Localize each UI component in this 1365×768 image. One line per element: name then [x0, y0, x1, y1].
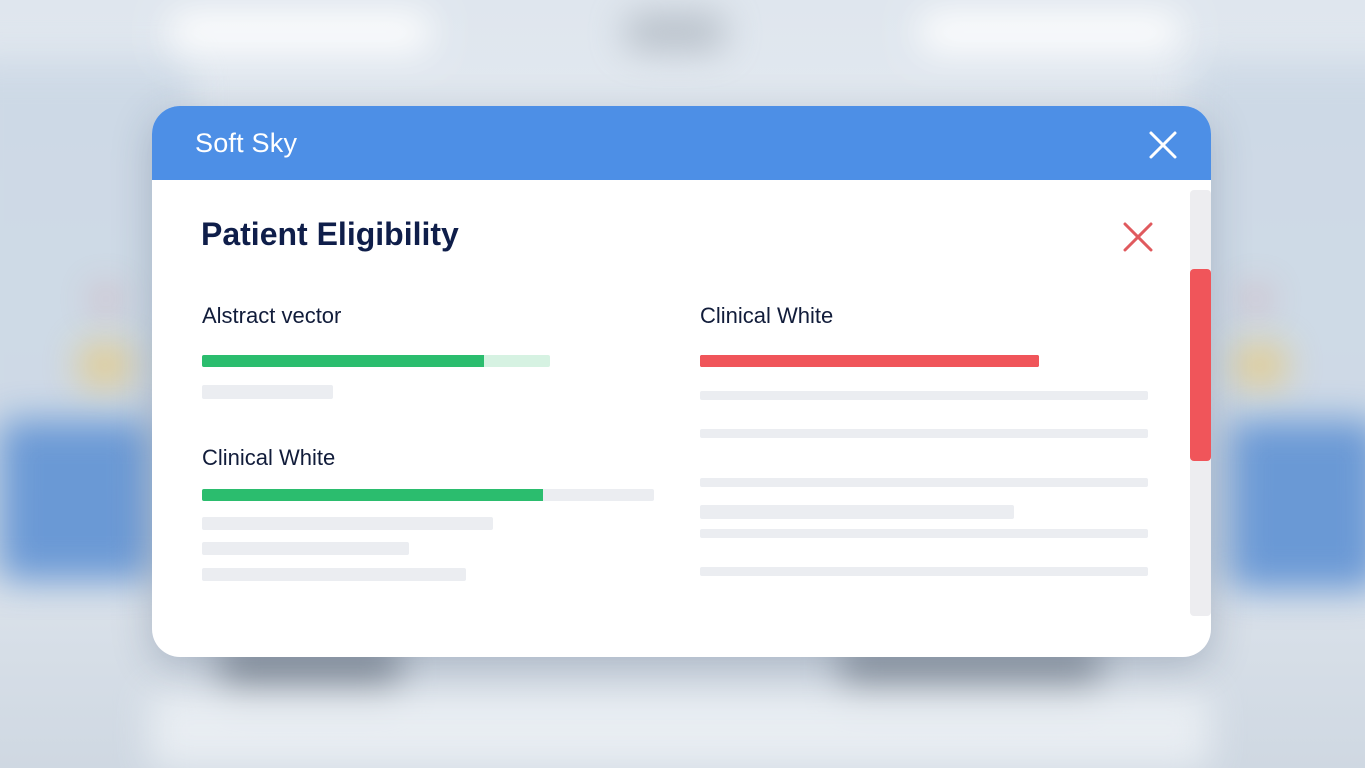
ceiling-light-left	[170, 12, 430, 52]
eligibility-label: Alstract vector	[202, 303, 342, 328]
placeholder-line	[700, 391, 1148, 400]
dialog-title: Soft Sky	[195, 128, 298, 158]
placeholder-line	[202, 542, 409, 555]
placeholder-line	[700, 529, 1148, 538]
background-cabinet-left	[0, 420, 150, 580]
placeholder-line	[700, 505, 1014, 519]
ceiling-vent	[625, 14, 725, 50]
placeholder-line	[700, 478, 1148, 487]
placeholder-line	[202, 385, 333, 399]
placeholder-line	[700, 429, 1148, 438]
background-floor	[150, 690, 1210, 768]
close-icon[interactable]	[1146, 128, 1180, 162]
eligibility-progress-bar	[700, 355, 1039, 367]
eligibility-progress-bar	[202, 355, 550, 367]
placeholder-line	[202, 517, 493, 530]
background-sign-right	[1245, 288, 1267, 310]
panel-title: Patient Eligibility	[201, 216, 459, 252]
background-object-right	[1235, 345, 1285, 385]
placeholder-line	[202, 568, 466, 581]
eligibility-label: Clinical White	[202, 445, 336, 470]
dialog-titlebar: Soft Sky	[152, 106, 1211, 180]
eligibility-dialog: Soft Sky Patient Eligibility Alstract ve…	[152, 106, 1211, 657]
background-object-left	[80, 345, 130, 385]
eligibility-progress-fill	[700, 355, 1039, 367]
scrollbar-thumb[interactable]	[1190, 269, 1211, 461]
background-sign-left	[95, 288, 117, 310]
close-icon[interactable]	[1120, 219, 1156, 255]
eligibility-progress-fill	[202, 355, 484, 367]
eligibility-progress-bar	[202, 489, 654, 501]
placeholder-line	[700, 567, 1148, 576]
background-cabinet-right	[1230, 420, 1365, 590]
ceiling-light-right	[920, 12, 1180, 52]
eligibility-label: Clinical White	[700, 303, 834, 328]
eligibility-progress-fill	[202, 489, 544, 501]
